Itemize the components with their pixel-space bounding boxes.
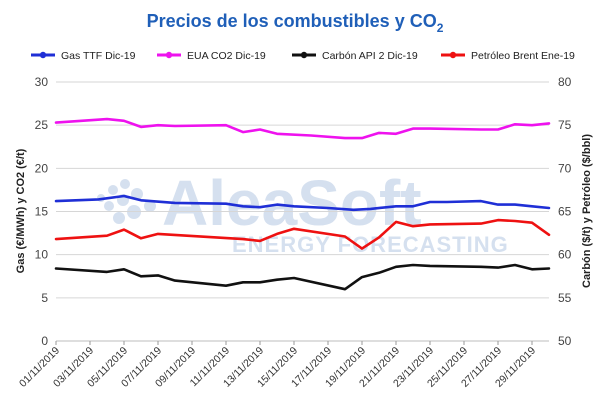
- legend-label: Gas TTF Dic-19: [61, 50, 136, 62]
- legend: Gas TTF Dic-19 EUA CO2 Dic-19 Carbón API 2…: [31, 50, 575, 62]
- y-tick-left: 25: [35, 118, 49, 132]
- y-tick-left: 0: [41, 334, 48, 348]
- legend-label: EUA CO2 Dic-19: [187, 50, 266, 62]
- x-ticks: 01/11/201903/11/201905/11/201907/11/2019…: [17, 341, 538, 390]
- y-tick-right: 75: [558, 118, 572, 132]
- y-tick-left: 5: [41, 291, 48, 305]
- legend-marker: [449, 51, 457, 59]
- y-ticks-left: 0 5 10 15 20 25 30: [35, 75, 49, 348]
- series-line-3: [54, 263, 551, 291]
- y-tick-right: 50: [558, 334, 572, 348]
- y-tick-right: 60: [558, 248, 572, 262]
- series-line-2: [54, 117, 551, 140]
- y-tick-left: 10: [35, 248, 49, 262]
- legend-marker: [165, 51, 173, 59]
- y-ticks-right: 50 55 60 65 70 75 80: [558, 75, 572, 348]
- y-tick-left: 15: [35, 205, 49, 219]
- y-tick-left: 20: [35, 161, 49, 175]
- chart-title-main: Precios de los combustibles y CO: [147, 11, 437, 31]
- watermark: AleaSoft ENERGY FORECASTING: [97, 167, 508, 257]
- legend-marker: [39, 51, 47, 59]
- series-line-1: [54, 194, 551, 212]
- y-axis-label-right: Carbón ($/t) y Petróleo ($/bbl): [581, 134, 593, 288]
- y-tick-right: 65: [558, 205, 572, 219]
- legend-label: Petróleo Brent Ene-19: [471, 50, 575, 62]
- legend-label: Carbón API 2 Dic-19: [322, 50, 418, 62]
- y-tick-right: 80: [558, 75, 572, 89]
- y-tick-right: 55: [558, 291, 572, 305]
- chart-title: Precios de los combustibles y CO2: [147, 11, 444, 35]
- chart-title-subscript: 2: [437, 21, 444, 35]
- series-lines: [54, 117, 551, 291]
- y-tick-left: 30: [35, 75, 49, 89]
- gridlines: [56, 81, 549, 342]
- y-axis-label-left: Gas (€/MWh) y CO2 (€/t): [15, 148, 27, 273]
- legend-marker: [300, 51, 308, 59]
- y-tick-right: 70: [558, 161, 572, 175]
- series-line-4: [54, 218, 551, 250]
